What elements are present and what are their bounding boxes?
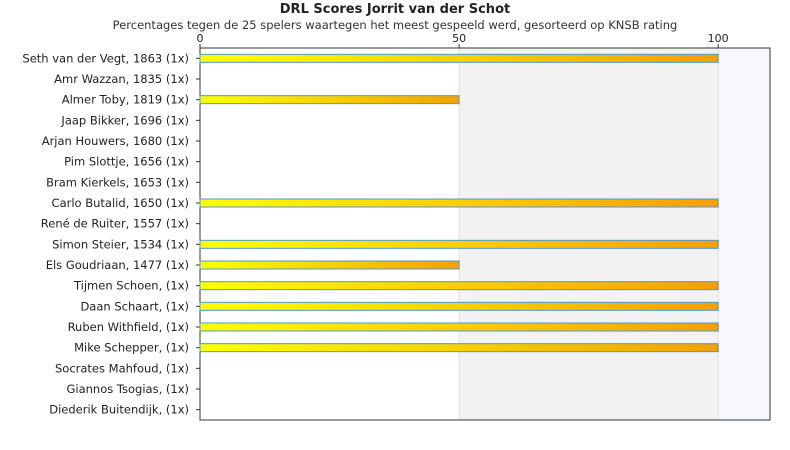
- x-tick-label: 50: [452, 32, 466, 45]
- category-label: Seth van der Vegt, 1863 (1x): [22, 51, 189, 65]
- category-label: Almer Toby, 1819 (1x): [62, 93, 189, 107]
- category-label: Daan Schaart, (1x): [80, 299, 189, 313]
- category-label: Arjan Houwers, 1680 (1x): [42, 134, 189, 148]
- bar: [199, 53, 719, 63]
- category-label: Els Goudriaan, 1477 (1x): [46, 258, 189, 272]
- bar: [199, 281, 719, 291]
- category-label: Mike Schepper, (1x): [74, 341, 189, 355]
- bar: [199, 343, 719, 353]
- plot-frame: [199, 47, 771, 421]
- band-100-plus: [718, 48, 770, 420]
- band-50-100: [459, 48, 719, 420]
- category-label: Jaap Bikker, 1696 (1x): [60, 113, 189, 127]
- category-label: Socrates Mahfoud, (1x): [55, 361, 189, 375]
- bar: [199, 322, 719, 332]
- category-label: Simon Steier, 1534 (1x): [52, 237, 189, 251]
- bar: [199, 198, 719, 208]
- category-label: Bram Kierkels, 1653 (1x): [46, 175, 189, 189]
- category-label: René de Ruiter, 1557 (1x): [41, 217, 189, 231]
- category-label: Tijmen Schoen, (1x): [73, 279, 189, 293]
- category-label: Diederik Buitendijk, (1x): [49, 403, 189, 417]
- category-label: Amr Wazzan, 1835 (1x): [54, 72, 189, 86]
- chart-title: DRL Scores Jorrit van der Schot: [279, 2, 511, 17]
- category-label: Giannos Tsogias, (1x): [66, 382, 189, 396]
- chart-subtitle: Percentages tegen de 25 spelers waartege…: [112, 18, 678, 32]
- bar: [199, 239, 719, 249]
- x-tick-label: 0: [197, 32, 204, 45]
- x-tick-label: 100: [708, 32, 729, 45]
- category-label: Pim Slottje, 1656 (1x): [64, 155, 189, 169]
- category-label: Carlo Butalid, 1650 (1x): [52, 196, 189, 210]
- bar: [199, 95, 460, 105]
- category-label: Ruben Withfield, (1x): [68, 320, 189, 334]
- bar: [199, 301, 719, 311]
- bar: [199, 260, 460, 270]
